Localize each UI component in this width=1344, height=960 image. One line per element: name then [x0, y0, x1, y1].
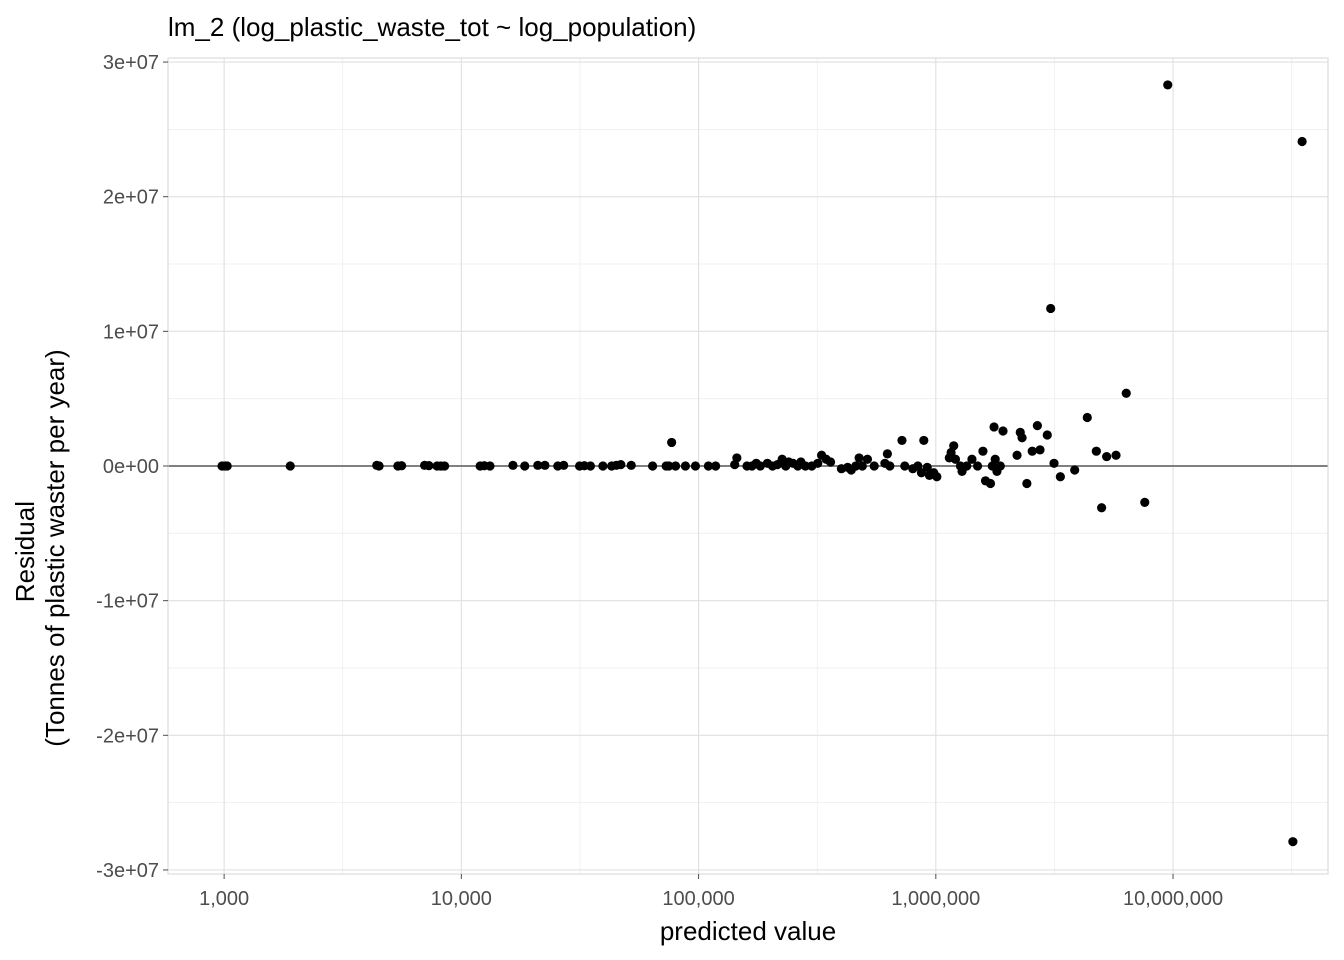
y-tick-label: -1e+07	[96, 591, 159, 613]
data-point	[919, 435, 929, 446]
data-point	[616, 460, 626, 470]
data-point	[285, 461, 295, 471]
data-point	[664, 461, 674, 471]
data-point	[648, 461, 658, 471]
data-point	[670, 461, 681, 471]
data-point	[667, 437, 677, 448]
data-point	[1022, 478, 1032, 489]
y-axis-title-line-2: (Tonnes of plastic waster per year)	[40, 349, 70, 746]
data-point	[755, 461, 765, 471]
data-point	[1097, 503, 1107, 513]
data-point	[1102, 451, 1112, 462]
data-point	[857, 461, 867, 471]
data-point	[374, 461, 384, 471]
data-points	[217, 80, 1307, 847]
data-point	[1091, 446, 1101, 456]
y-tick-label: -2e+07	[96, 725, 159, 747]
data-point	[1121, 388, 1131, 398]
data-point	[508, 460, 518, 470]
x-tick-label: 10,000,000	[1123, 888, 1223, 910]
x-tick-label: 100,000	[662, 888, 734, 910]
data-point	[922, 462, 932, 472]
data-point	[1111, 450, 1121, 460]
y-axis-title: Residual (Tonnes of plastic waster per y…	[10, 349, 70, 746]
data-point	[851, 461, 861, 471]
data-point	[626, 460, 636, 470]
data-point	[598, 461, 608, 471]
data-point	[1070, 465, 1080, 475]
data-point	[1042, 430, 1052, 440]
data-point	[1027, 446, 1037, 456]
data-point	[985, 478, 996, 489]
data-point	[540, 460, 550, 470]
data-point	[990, 454, 1000, 464]
data-point	[1288, 837, 1298, 847]
x-tick-label: 10,000	[431, 888, 492, 910]
data-point	[995, 461, 1005, 471]
y-tick-label: 1e+07	[103, 321, 159, 343]
data-point	[932, 472, 942, 482]
data-point	[397, 461, 407, 471]
data-point	[900, 461, 910, 471]
data-point	[967, 454, 977, 464]
data-point	[854, 453, 864, 463]
data-point	[732, 453, 742, 463]
y-tick-label: 3e+07	[103, 52, 159, 74]
data-point	[222, 461, 232, 471]
data-point	[1140, 497, 1150, 507]
data-point	[998, 426, 1008, 436]
data-point	[885, 461, 895, 471]
data-point	[1163, 80, 1173, 90]
data-point	[825, 457, 836, 467]
y-axis: 3e+07 2e+07 1e+07 0e+00 -1e+07 -2e+07 -3e+07	[96, 52, 168, 882]
data-point	[972, 461, 983, 471]
data-point	[424, 460, 434, 471]
data-point	[978, 446, 988, 456]
chart-title: lm_2 (log_plastic_waste_tot ~ log_popula…	[168, 12, 696, 42]
x-axis: 1,000 10,000 100,000 1,000,000 10,000,000	[199, 874, 1223, 910]
data-point	[690, 461, 701, 471]
data-point	[440, 461, 450, 471]
data-point	[703, 461, 713, 471]
data-point	[520, 461, 530, 471]
y-axis-title-line-1: Residual	[10, 501, 40, 602]
data-point	[559, 460, 569, 470]
data-point	[1082, 412, 1092, 423]
data-point	[1017, 433, 1027, 443]
data-point	[913, 461, 923, 471]
data-point	[862, 454, 873, 464]
data-point	[1297, 136, 1307, 147]
data-point	[949, 441, 959, 451]
data-point	[1012, 450, 1022, 460]
data-point	[1049, 458, 1059, 468]
x-tick-label: 1,000	[199, 888, 249, 910]
y-tick-label: 0e+00	[103, 456, 159, 478]
data-point	[711, 461, 721, 471]
data-point	[1055, 472, 1065, 482]
data-point	[813, 458, 823, 468]
data-point	[680, 461, 691, 471]
data-point	[800, 461, 810, 471]
data-point	[869, 461, 879, 471]
x-axis-title: predicted value	[660, 916, 836, 946]
data-point	[882, 449, 892, 459]
x-tick-label: 1,000,000	[891, 888, 980, 910]
data-point	[962, 461, 972, 471]
data-point	[989, 422, 999, 432]
data-point	[897, 435, 907, 446]
y-tick-label: -3e+07	[96, 860, 159, 882]
data-point	[533, 460, 543, 470]
data-point	[916, 468, 927, 478]
data-point	[1032, 421, 1042, 431]
data-point	[1035, 445, 1045, 455]
data-point	[950, 454, 961, 464]
data-point	[485, 461, 495, 471]
data-point	[585, 461, 596, 471]
data-point	[1046, 303, 1056, 314]
y-tick-label: 2e+07	[103, 187, 159, 209]
